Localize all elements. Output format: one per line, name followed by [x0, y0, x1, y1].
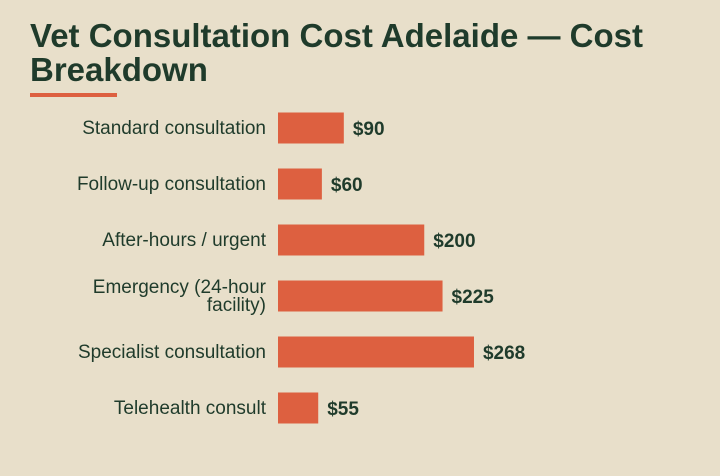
bar [278, 112, 344, 144]
category-label: After-hours / urgent [102, 230, 266, 251]
category-label: Emergency (24-hour facility) [93, 277, 267, 316]
bar [278, 280, 443, 312]
category-label: Follow-up consultation [77, 174, 266, 195]
category-label: Standard consultation [82, 118, 266, 139]
title-accent-underline [30, 93, 117, 97]
category-label: Telehealth consult [114, 398, 267, 419]
bar [278, 336, 474, 368]
value-label: $60 [331, 175, 363, 196]
bar [278, 392, 319, 424]
value-label: $200 [433, 231, 475, 252]
chart-title: Vet Consultation Cost Adelaide — Cost Br… [30, 17, 643, 88]
value-label: $225 [452, 287, 495, 308]
bar [278, 168, 322, 200]
category-label: Specialist consultation [78, 342, 266, 363]
value-label: $55 [327, 399, 359, 420]
bar [278, 224, 425, 256]
value-label: $268 [483, 343, 525, 364]
value-label: $90 [353, 119, 385, 140]
